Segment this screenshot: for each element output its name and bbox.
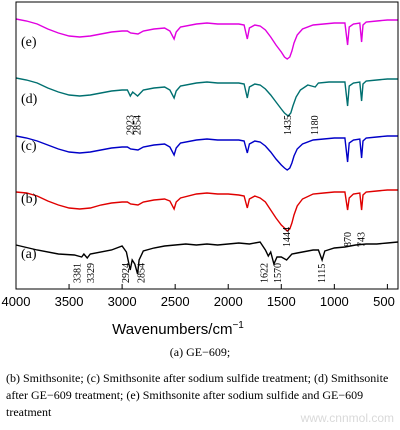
- peak-label-1570: 1570: [273, 263, 284, 283]
- x-tick-label: 1000: [320, 294, 349, 309]
- peak-label-2854: 2854: [137, 263, 148, 283]
- caption-a: (a) GE−609;: [169, 345, 231, 359]
- curve-labels: (a) (b) (c) (d) (e): [21, 35, 38, 262]
- peak-label-1622: 1622: [259, 263, 270, 283]
- spectrum-line-b: [15, 189, 398, 232]
- spectrum-line-a: [15, 241, 399, 275]
- watermark: www.cnnmol.com: [300, 411, 394, 425]
- peak-label-2854: 2854: [133, 115, 144, 135]
- caption-b: (b) Smithsonite; (c) Smithsonite after s…: [6, 371, 389, 419]
- peak-label-1115: 1115: [317, 264, 328, 283]
- spectrum-line-c: [15, 135, 398, 171]
- peak-label-743: 743: [357, 232, 368, 247]
- x-axis-title: Wavenumbers/cm−1: [112, 320, 244, 338]
- spectrum-line-d: [15, 77, 398, 117]
- x-tick-label: 2500: [161, 294, 190, 309]
- ftir-chart: (a) (b) (c) (d) (e) 3381 3329 2924 2854 1622 1570…: [2, 1, 399, 338]
- x-tick-label: 3000: [108, 294, 137, 309]
- peak-label-1444: 1444: [282, 227, 293, 247]
- x-tick-label: 2000: [214, 294, 243, 309]
- peak-label-2923: 2923: [125, 115, 136, 135]
- curve-label-c: (c): [21, 139, 37, 154]
- plot-frame: [15, 1, 399, 290]
- x-tick-label: 4000: [2, 294, 31, 309]
- curve-label-a: (a): [21, 247, 37, 262]
- peak-label-1180: 1180: [310, 115, 321, 135]
- curve-label-e: (e): [21, 35, 37, 50]
- peak-label-870: 870: [343, 232, 354, 247]
- peak-label-3381: 3381: [73, 263, 84, 283]
- peak-label-3329: 3329: [86, 263, 97, 283]
- x-tick-label: 500: [373, 294, 395, 309]
- peak-label-1435: 1435: [283, 115, 294, 135]
- peak-label-2924: 2924: [121, 263, 132, 283]
- spectra-curves: [15, 18, 399, 275]
- x-tick-label: 1500: [267, 294, 296, 309]
- spectrum-line-e: [15, 18, 398, 60]
- x-axis-ticks: 4000 3500 3000 2500 2000 1500 1000 500: [2, 284, 395, 309]
- peak-labels: 3381 3329 2924 2854 1622 1570 1115 1444 870 743 29…: [73, 115, 368, 283]
- x-tick-label: 3500: [55, 294, 84, 309]
- curve-label-d: (d): [21, 92, 38, 107]
- curve-label-b: (b): [21, 192, 38, 207]
